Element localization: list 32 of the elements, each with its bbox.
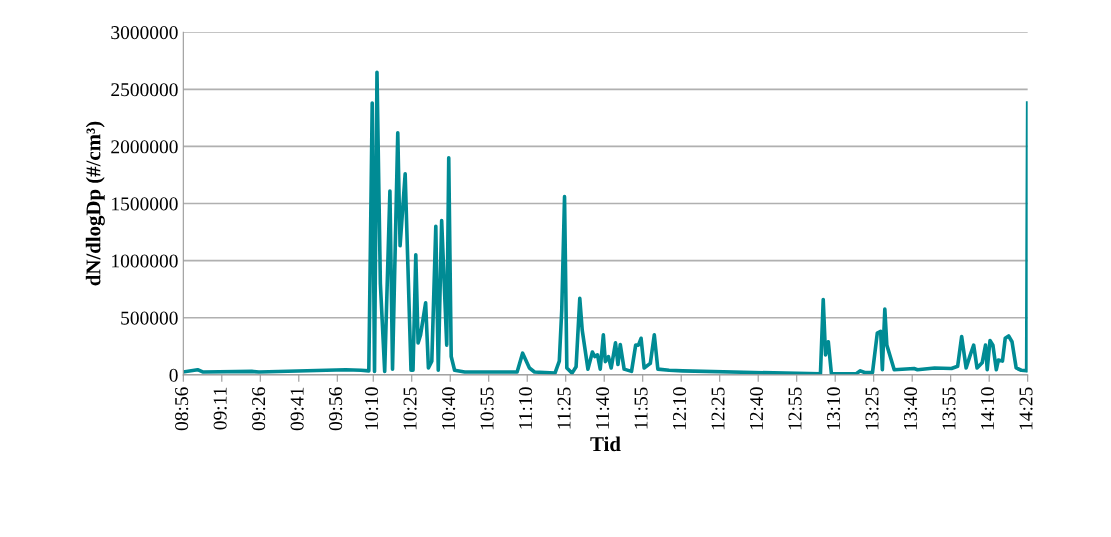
x-tick-label: 12:40: [749, 387, 764, 430]
x-tick-label: 10:25: [403, 387, 417, 430]
x-tick-label: 13:55: [942, 387, 956, 430]
x-tick-label: 13:10: [826, 387, 841, 430]
x-tick-label: 10:40: [441, 387, 456, 430]
y-tick-label: 2500000: [111, 83, 178, 97]
y-tick-label: 1500000: [112, 197, 178, 211]
x-tick-label: 14:25: [1019, 387, 1033, 430]
x-tick-label: 09:26: [252, 387, 266, 431]
x-tick-label: 12:25: [711, 387, 725, 430]
x-tick-label: 11:25: [557, 387, 571, 429]
y-tick-label: 3000000: [111, 26, 178, 40]
x-tick-label: 09:11: [213, 387, 227, 430]
x-tick-label: 14:10: [980, 387, 995, 430]
x-tick-label: 10:10: [364, 387, 379, 430]
x-tick-label: 13:40: [903, 387, 918, 430]
x-tick-label: 12:10: [672, 387, 687, 430]
x-tick-label: 11:10: [518, 387, 533, 429]
x-tick-label: 13:25: [865, 387, 879, 430]
x-tick-label: 11:55: [634, 387, 648, 429]
x-tick-label: 09:41: [290, 387, 304, 431]
y-tick-label: 0: [169, 368, 178, 382]
y-axis-title: dN/dlogDp (#/cm³): [85, 121, 105, 286]
y-tick-label: 500000: [121, 311, 178, 325]
x-tick-label: 10:55: [480, 387, 494, 430]
x-tick-label: 11:40: [595, 387, 610, 429]
x-tick-label: 08:56: [175, 387, 189, 431]
x-tick-label: 09:56: [329, 387, 343, 431]
y-tick-label: 2000000: [111, 140, 178, 154]
y-tick-label: 1000000: [112, 254, 178, 268]
x-tick-label: 12:55: [788, 387, 802, 430]
x-axis-title: Tid: [590, 436, 621, 452]
